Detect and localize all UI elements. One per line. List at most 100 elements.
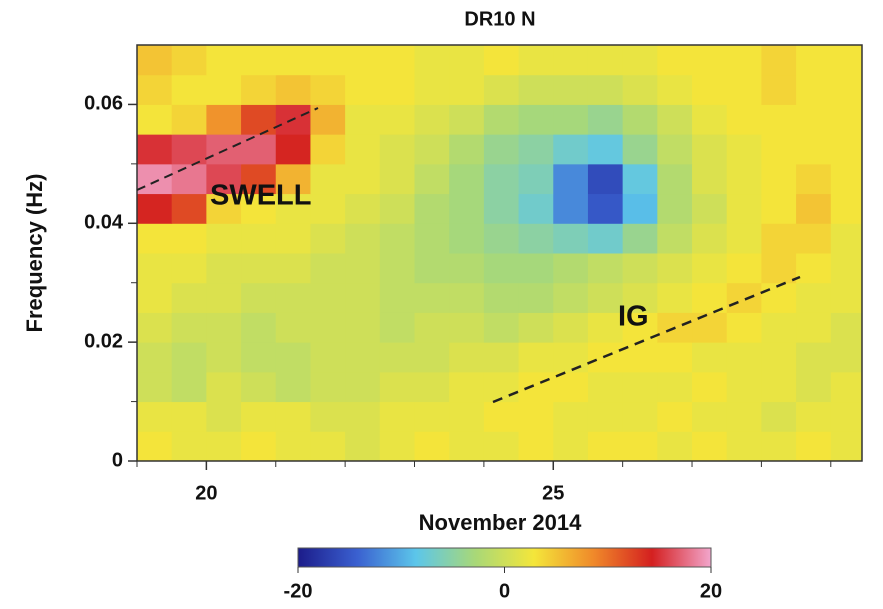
heatmap-cell	[206, 282, 242, 313]
heatmap-cell	[171, 431, 207, 461]
heatmap-cell	[345, 401, 381, 432]
heatmap-cell	[449, 134, 485, 165]
heatmap-cell	[206, 431, 242, 461]
heatmap-cell	[796, 431, 832, 461]
heatmap-cell	[310, 401, 346, 432]
heatmap-cell	[518, 401, 554, 432]
heatmap-cell	[518, 134, 554, 165]
heatmap-cell	[171, 282, 207, 313]
heatmap-cell	[449, 342, 485, 373]
heatmap-cell	[518, 253, 554, 284]
heatmap-cell	[414, 163, 450, 195]
heatmap-cell	[587, 401, 624, 432]
heatmap-cell	[310, 431, 346, 461]
heatmap-cell	[622, 223, 658, 254]
heatmap-cell	[241, 74, 277, 105]
heatmap-cell	[761, 312, 797, 343]
heatmap-cell	[587, 312, 624, 343]
heatmap-cell	[414, 45, 450, 76]
heatmap-cell	[622, 45, 658, 76]
heatmap-cell	[137, 163, 173, 195]
heatmap-cell	[830, 282, 862, 313]
heatmap-cell	[345, 223, 381, 254]
heatmap-cell	[726, 371, 762, 403]
heatmap-cell	[275, 134, 311, 165]
heatmap-cell	[518, 431, 554, 461]
heatmap-cell	[206, 223, 242, 254]
heatmap-cell	[379, 45, 416, 76]
heatmap-cell	[275, 223, 311, 254]
heatmap-cell	[761, 342, 797, 373]
heatmap-cell	[587, 223, 624, 254]
heatmap-cell	[553, 253, 589, 284]
heatmap-cell	[414, 104, 450, 135]
heatmap-cell	[241, 163, 277, 195]
heatmap-cell	[657, 134, 693, 165]
heatmap-cell	[692, 223, 728, 254]
y-tick-label: 0.04	[84, 212, 124, 234]
heatmap-cell	[414, 253, 450, 284]
heatmap-cell	[379, 342, 416, 373]
colorbar-tick-label: 20	[700, 580, 722, 602]
heatmap-cell	[449, 45, 485, 76]
heatmap-cell	[761, 223, 797, 254]
heatmap-cell	[449, 282, 485, 313]
heatmap-cell	[241, 223, 277, 254]
heatmap-cell	[657, 371, 693, 403]
heatmap-cell	[553, 74, 589, 105]
heatmap-cell	[553, 163, 589, 195]
heatmap-cell	[796, 134, 832, 165]
heatmap-cell	[830, 312, 862, 343]
heatmap-cell	[379, 312, 416, 343]
heatmap-cell	[622, 253, 658, 284]
heatmap-cell	[483, 223, 520, 254]
x-tick-label: 25	[542, 482, 564, 504]
ig-label: IG	[618, 301, 649, 333]
heatmap-cell	[310, 253, 346, 284]
heatmap-cell	[137, 312, 173, 343]
heatmap-cell	[657, 282, 693, 313]
heatmap-cell	[449, 253, 485, 284]
heatmap-cell	[414, 282, 450, 313]
heatmap-cell	[379, 223, 416, 254]
colorbar	[297, 547, 712, 568]
heatmap-cell	[518, 223, 554, 254]
heatmap-cell	[206, 401, 242, 432]
heatmap-cell	[310, 223, 346, 254]
heatmap-cell	[137, 45, 173, 76]
heatmap-cell	[553, 312, 589, 343]
heatmap-cell	[692, 431, 728, 461]
heatmap-cell	[137, 134, 173, 165]
heatmap-cell	[761, 134, 797, 165]
heatmap-cell	[206, 45, 242, 76]
heatmap-cell	[518, 74, 554, 105]
heatmap-cell	[622, 163, 658, 195]
heatmap-cell	[657, 401, 693, 432]
heatmap-cell	[241, 193, 277, 224]
heatmap-cell	[345, 371, 381, 403]
heatmap-cell	[761, 45, 797, 76]
heatmap-cell	[483, 282, 520, 313]
heatmap-cell	[310, 371, 346, 403]
heatmap-cell	[726, 193, 762, 224]
heatmap-cell	[796, 163, 832, 195]
heatmap-cell	[379, 253, 416, 284]
heatmap-cell	[657, 253, 693, 284]
heatmap-cell	[796, 74, 832, 105]
heatmap-cell	[622, 134, 658, 165]
heatmap-cell	[414, 223, 450, 254]
heatmap-cell	[553, 45, 589, 76]
heatmap-cell	[171, 371, 207, 403]
heatmap-cell	[553, 223, 589, 254]
heatmap-cell	[518, 371, 554, 403]
y-tick-label: 0	[112, 449, 123, 471]
heatmap-cell	[345, 282, 381, 313]
heatmap-cell	[206, 163, 242, 195]
heatmap-cell	[553, 193, 589, 224]
heatmap-cell	[726, 253, 762, 284]
heatmap-cell	[206, 312, 242, 343]
heatmap-cell	[761, 401, 797, 432]
heatmap-cell	[483, 193, 520, 224]
heatmap-cell	[171, 253, 207, 284]
